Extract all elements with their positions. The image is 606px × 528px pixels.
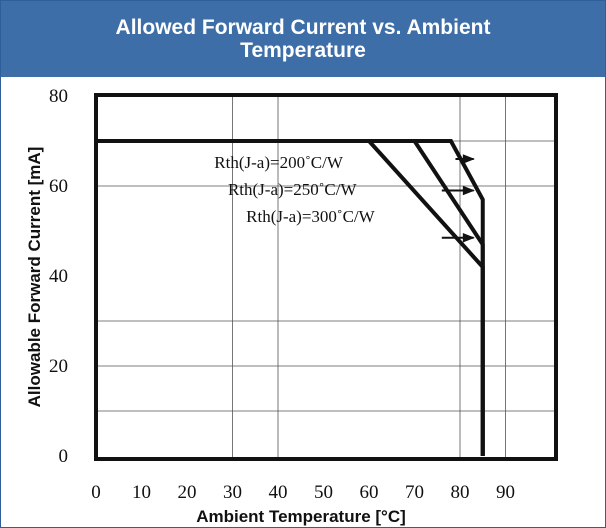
- x-tick-label: 70: [405, 482, 424, 503]
- x-axis-title: Ambient Temperature [°C]: [196, 507, 406, 526]
- y-tick-label: 20: [49, 356, 68, 377]
- y-tick-label: 60: [49, 176, 68, 197]
- x-tick-label: 30: [223, 482, 242, 503]
- y-tick-label: 0: [59, 446, 69, 467]
- series-line-3: [96, 139, 485, 456]
- x-tick-label: 0: [91, 482, 101, 503]
- annotation-label-3: Rth(J-a)=300˚C/W: [246, 207, 376, 226]
- x-tick-label: 10: [132, 482, 151, 503]
- x-tick-label: 60: [360, 482, 379, 503]
- y-axis-title: Allowable Forward Current [mA]: [25, 147, 44, 408]
- chart-header: Allowed Forward Current vs. Ambient Temp…: [1, 1, 605, 77]
- x-tick-label: 20: [178, 482, 197, 503]
- x-tick-label: 40: [269, 482, 288, 503]
- annotation-label-2: Rth(J-a)=250˚C/W: [228, 180, 358, 199]
- x-tick-label: 90: [496, 482, 515, 503]
- chart-title: Allowed Forward Current vs. Ambient Temp…: [115, 16, 491, 62]
- plot-frame: [94, 93, 558, 461]
- x-tick-label: 50: [314, 482, 333, 503]
- y-tick-label: 40: [49, 266, 68, 287]
- annotation-label-1: Rth(J-a)=200˚C/W: [214, 153, 344, 172]
- y-tick-label: 80: [49, 86, 68, 107]
- x-tick-label: 80: [451, 482, 470, 503]
